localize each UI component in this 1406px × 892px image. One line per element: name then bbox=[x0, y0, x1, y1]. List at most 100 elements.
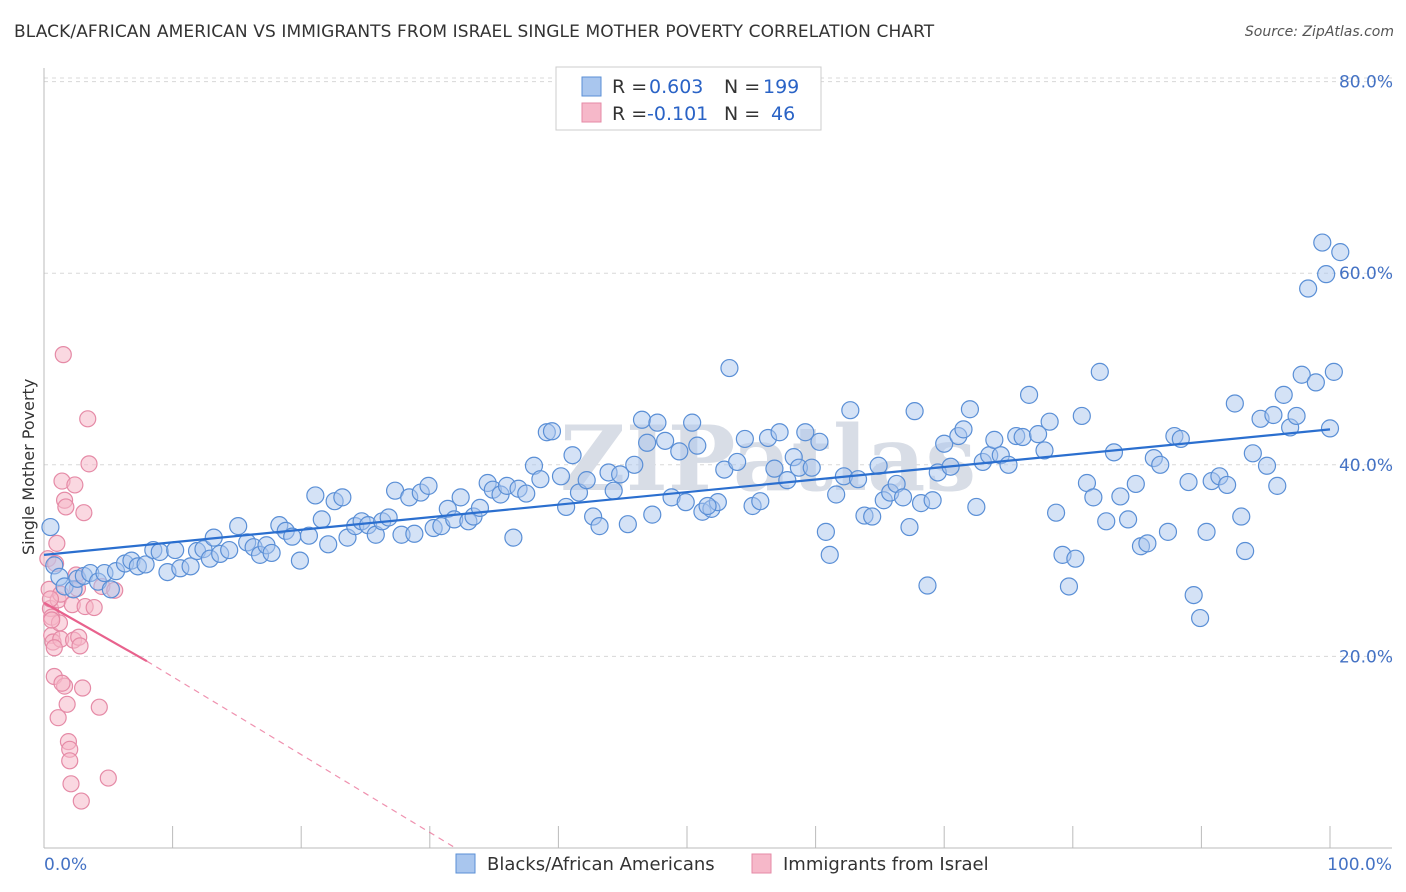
x-tick-label: 100.0% bbox=[1327, 855, 1392, 875]
watermark: ZIPatlas bbox=[560, 406, 976, 512]
data-point-black bbox=[841, 401, 860, 420]
bottom-legend-swatch-blue bbox=[455, 853, 476, 874]
data-point-israel bbox=[85, 598, 103, 617]
series-black-points bbox=[41, 233, 1350, 628]
data-point-black bbox=[810, 432, 829, 451]
data-point-black bbox=[1243, 444, 1262, 463]
data-point-black bbox=[333, 488, 352, 507]
legend-r-value-2: -0.101 bbox=[647, 103, 708, 125]
data-point-black bbox=[967, 497, 986, 517]
data-point-israel bbox=[61, 752, 79, 770]
data-point-black bbox=[1072, 406, 1091, 426]
data-point-black bbox=[41, 517, 60, 537]
data-point-black bbox=[960, 400, 980, 419]
correlation-legend: R = 0.603 N = 199 R = -0.101 N = 46 bbox=[555, 66, 822, 131]
data-point-israel bbox=[53, 674, 71, 692]
data-point-black bbox=[604, 481, 623, 500]
data-point-black bbox=[1191, 608, 1210, 628]
data-point-israel bbox=[48, 534, 66, 552]
data-point-black bbox=[229, 517, 248, 536]
data-point-israel bbox=[62, 775, 80, 793]
data-point-black bbox=[220, 540, 239, 560]
legend-swatch-pink bbox=[581, 102, 602, 123]
data-point-black bbox=[1118, 510, 1138, 529]
chart-title: BLACK/AFRICAN AMERICAN VS IMMIGRANTS FRO… bbox=[14, 22, 935, 42]
data-point-black bbox=[181, 557, 200, 576]
data-point-black bbox=[625, 455, 644, 474]
data-point-black bbox=[611, 465, 630, 484]
data-point-israel bbox=[57, 498, 75, 516]
data-point-black bbox=[1264, 405, 1283, 425]
data-point-black bbox=[676, 493, 695, 512]
y-tick-label: 20.0% bbox=[1339, 647, 1393, 667]
source-label: Source: ZipAtlas.com bbox=[1244, 24, 1394, 40]
data-point-black bbox=[262, 543, 281, 563]
data-point-black bbox=[1287, 406, 1306, 426]
y-tick-label: 60.0% bbox=[1339, 264, 1393, 284]
data-point-black bbox=[802, 458, 821, 477]
data-point-black bbox=[542, 422, 562, 441]
data-point-black bbox=[1225, 394, 1244, 413]
data-point-black bbox=[1306, 373, 1325, 392]
data-point-black bbox=[643, 505, 662, 524]
legend-r-label-1: R = bbox=[612, 76, 647, 98]
data-point-israel bbox=[58, 695, 76, 713]
data-point-israel bbox=[73, 679, 92, 697]
data-point-black bbox=[954, 420, 973, 439]
data-point-black bbox=[848, 470, 868, 489]
data-point-black bbox=[1268, 476, 1287, 495]
series-legend: Blacks/African Americans Immigrants from… bbox=[455, 853, 989, 875]
data-point-black bbox=[1232, 507, 1251, 526]
axis-ticks: 20.0% 40.0% 60.0% 80.0% 0.0% 100.0% bbox=[43, 73, 1393, 875]
data-point-black bbox=[918, 576, 937, 595]
trend-lines bbox=[43, 428, 1331, 849]
data-point-black bbox=[590, 517, 609, 536]
data-point-israel bbox=[72, 792, 90, 810]
data-point-black bbox=[638, 433, 657, 452]
data-point-black bbox=[778, 471, 797, 490]
data-point-black bbox=[923, 491, 942, 510]
data-point-black bbox=[1292, 365, 1311, 384]
data-point-black bbox=[1104, 443, 1124, 462]
data-point-black bbox=[905, 402, 924, 421]
y-axis-title: Single Mother Poverty bbox=[19, 379, 38, 555]
data-point-black bbox=[419, 476, 438, 495]
data-point-black bbox=[150, 542, 169, 562]
data-point-black bbox=[451, 488, 470, 507]
data-point-israel bbox=[75, 504, 93, 522]
data-point-black bbox=[656, 431, 675, 450]
data-point-black bbox=[1313, 233, 1332, 252]
data-point-israel bbox=[99, 769, 117, 787]
data-point-black bbox=[869, 456, 888, 475]
data-point-black bbox=[728, 452, 747, 472]
data-point-black bbox=[312, 510, 331, 529]
data-point-black bbox=[563, 446, 582, 465]
data-point-black bbox=[632, 410, 652, 429]
legend-n-value-1: 199 bbox=[763, 76, 799, 98]
data-point-black bbox=[1040, 412, 1059, 431]
data-point-black bbox=[670, 442, 689, 461]
data-point-black bbox=[735, 429, 754, 449]
data-point-israel bbox=[49, 709, 67, 727]
data-point-black bbox=[1019, 385, 1039, 404]
data-point-israel bbox=[80, 455, 98, 473]
data-point-israel bbox=[45, 639, 63, 657]
data-point-israel bbox=[41, 590, 60, 608]
legend-r-label-2: R = bbox=[612, 103, 647, 125]
data-point-black bbox=[751, 492, 770, 511]
data-point-black bbox=[816, 522, 835, 541]
data-point-israel bbox=[90, 698, 108, 716]
data-point-black bbox=[1151, 455, 1170, 474]
data-point-black bbox=[405, 524, 424, 543]
data-point-israel bbox=[43, 611, 61, 629]
data-point-black bbox=[531, 470, 550, 489]
data-point-black bbox=[136, 555, 155, 574]
data-point-black bbox=[1035, 441, 1054, 460]
data-point-black bbox=[306, 486, 325, 505]
data-point-black bbox=[720, 358, 739, 378]
data-point-black bbox=[820, 545, 839, 564]
data-point-black bbox=[319, 535, 338, 554]
data-point-black bbox=[1257, 456, 1277, 475]
data-point-black bbox=[770, 423, 789, 442]
data-point-israel bbox=[79, 410, 97, 428]
